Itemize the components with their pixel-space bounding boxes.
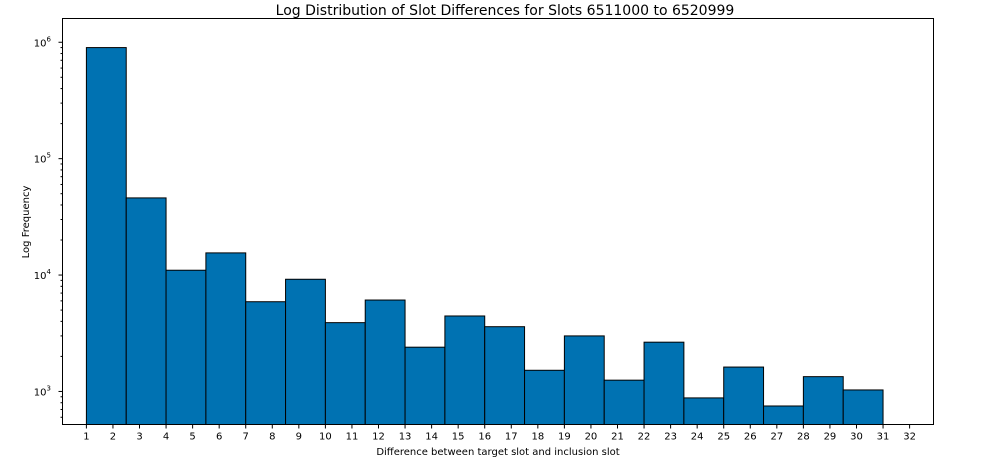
- x-tick-label: 24: [691, 432, 704, 443]
- histogram-bar-13: [563, 335, 605, 426]
- x-tick-label: 17: [505, 432, 518, 443]
- x-tick-label: 11: [346, 432, 359, 443]
- x-tick-label: 5: [189, 432, 195, 443]
- y-axis-label: Log Frequency: [21, 186, 32, 259]
- histogram-bar-16: [683, 397, 725, 425]
- histogram-bar-20: [842, 389, 884, 425]
- x-tick-label: 8: [269, 432, 275, 443]
- histogram-bar-9: [404, 346, 446, 425]
- x-tick-label: 2: [110, 432, 116, 443]
- histogram-bar-14: [603, 379, 645, 426]
- x-tick-label: 25: [717, 432, 730, 443]
- x-tick-label: 16: [478, 432, 491, 443]
- histogram-bar-15: [643, 341, 685, 425]
- histogram-bar-19: [802, 376, 844, 426]
- x-tick-label: 1: [83, 432, 89, 443]
- x-tick-label: 14: [425, 432, 438, 443]
- histogram-bar-17: [723, 366, 765, 426]
- histogram-bar-1: [85, 47, 127, 426]
- histogram-bar-5: [245, 301, 287, 426]
- histogram-bar-2: [125, 197, 167, 425]
- histogram-bar-12: [524, 369, 565, 426]
- y-tick-label-base: 10: [34, 387, 47, 398]
- x-tick-label: 10: [319, 432, 332, 443]
- histogram-bar-4: [205, 252, 247, 425]
- x-tick-label: 9: [296, 432, 302, 443]
- x-tick-label: 30: [850, 432, 863, 443]
- x-tick-label: 6: [216, 432, 222, 443]
- x-tick-label: 29: [824, 432, 837, 443]
- x-tick-label: 22: [638, 432, 651, 443]
- x-tick-label: 4: [163, 432, 169, 443]
- y-tick-label-exponent: 3: [47, 384, 51, 392]
- x-tick-label: 23: [664, 432, 677, 443]
- x-tick-label: 20: [585, 432, 598, 443]
- histogram-bar-10: [444, 315, 486, 426]
- x-axis-label: Difference between target slot and inclu…: [376, 447, 619, 458]
- y-tick-label-base: 10: [34, 155, 47, 166]
- x-tick-label: 13: [399, 432, 412, 443]
- y-tick-label-base: 10: [34, 38, 47, 49]
- plot-frame: [62, 18, 934, 425]
- x-tick-label: 19: [558, 432, 571, 443]
- y-tick-label-exponent: 5: [47, 152, 51, 160]
- x-tick-label: 12: [372, 432, 385, 443]
- x-tick-label: 18: [531, 432, 544, 443]
- histogram-bar-8: [364, 299, 406, 426]
- bars-group: [85, 47, 884, 426]
- y-tick-label-base: 10: [34, 271, 47, 282]
- histogram-bar-6: [285, 278, 326, 425]
- x-tick-label: 3: [136, 432, 142, 443]
- y-tick-label-exponent: 6: [47, 35, 52, 43]
- x-tick-label: 21: [611, 432, 624, 443]
- chart-title: Log Distribution of Slot Differences for…: [276, 3, 735, 19]
- histogram-bar-11: [484, 326, 526, 425]
- x-tick-label: 32: [903, 432, 916, 443]
- x-tick-label: 15: [452, 432, 465, 443]
- x-axis-ticks: 1 2 3 4 5 6 7 8 9 10 11 12 13 14 15 16 17 18 19 20 21 22 23 24 2…: [83, 424, 916, 443]
- y-tick-label-exponent: 4: [47, 268, 52, 276]
- x-tick-label: 7: [243, 432, 249, 443]
- x-tick-label: 27: [770, 432, 783, 443]
- histogram-bar-18: [763, 405, 804, 425]
- x-tick-label: 31: [877, 432, 890, 443]
- x-tick-label: 26: [744, 432, 757, 443]
- x-tick-label: 28: [797, 432, 810, 443]
- histogram-bar-7: [324, 322, 366, 425]
- histogram-bar-3: [165, 269, 207, 425]
